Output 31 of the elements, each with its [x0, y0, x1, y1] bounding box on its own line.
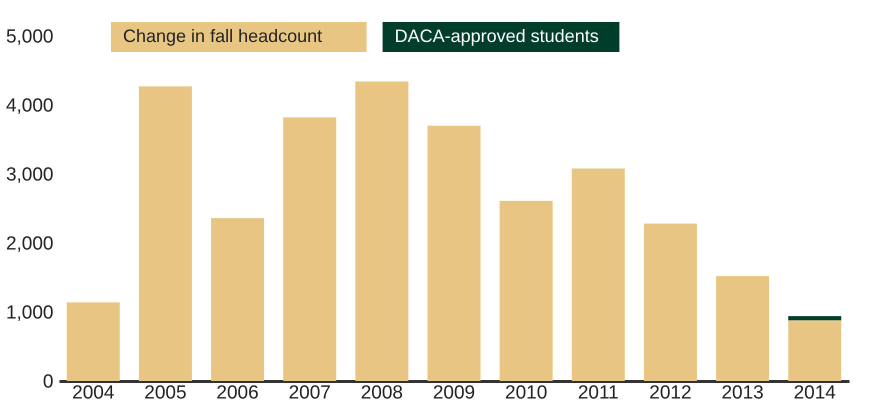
x-tick-label: 2006 [216, 382, 259, 400]
text: Change in fall headcount [123, 26, 322, 46]
bar [572, 168, 625, 381]
bar [716, 276, 770, 381]
bar [644, 224, 697, 381]
y-tick-label: 0 [42, 372, 54, 392]
x-tick-label: 2004 [72, 382, 115, 400]
bar [211, 218, 264, 381]
x-tick-label: 2009 [432, 382, 476, 400]
y-tick-label: 5,000 [6, 26, 54, 48]
bar [428, 126, 480, 381]
text: DACA-approved students [394, 26, 599, 46]
x-tick-label: 2012 [649, 382, 692, 400]
bar [283, 117, 336, 381]
x-tick-label: 2005 [144, 382, 187, 400]
y-tick-label: 2,000 [6, 234, 54, 254]
x-tick-label: 2010 [505, 382, 548, 400]
bar [138, 86, 192, 381]
x-tick-label: 2013 [721, 382, 764, 400]
x-tick-label: 2011 [578, 382, 619, 400]
x-tick-label: 2007 [288, 382, 331, 400]
bar [355, 82, 408, 381]
bar [66, 302, 120, 381]
y-tick-label: 3,000 [6, 164, 54, 186]
bar [788, 320, 842, 381]
x-tick-label: 2008 [360, 382, 403, 400]
y-tick-label: 4,000 [6, 96, 54, 116]
y-tick-label: 1,000 [6, 302, 54, 324]
bar [500, 200, 553, 381]
x-tick-label: 2014 [794, 382, 836, 400]
bar [788, 316, 842, 320]
